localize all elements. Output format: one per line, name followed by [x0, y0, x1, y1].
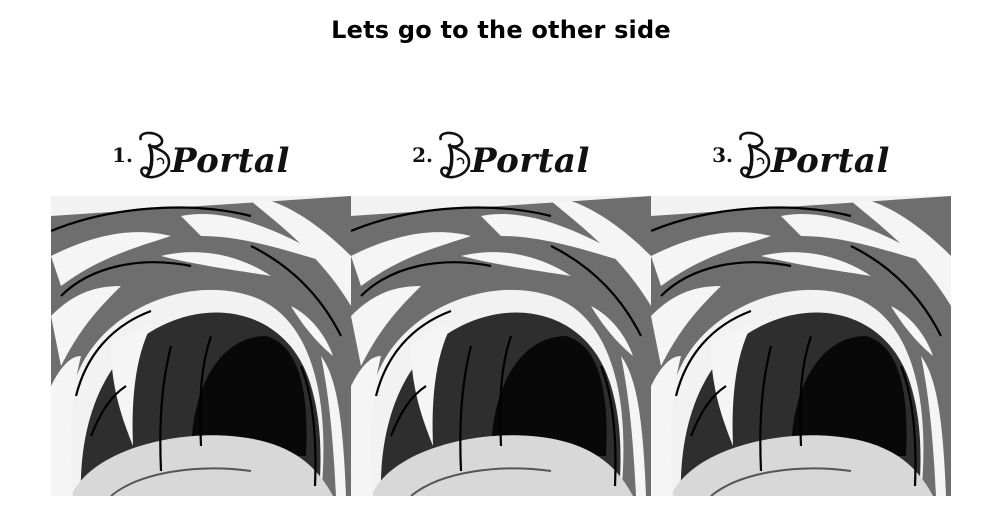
portal-number: 2. — [412, 143, 433, 167]
portal-label: Portal — [170, 141, 290, 181]
portal-card-3[interactable]: 3. Portal — [651, 130, 951, 496]
portal-heading: 2. Portal — [351, 130, 651, 194]
gothic-capital-ornament-icon — [735, 130, 779, 186]
cave-tunnel-image — [351, 196, 651, 496]
gothic-capital-ornament-icon — [135, 130, 179, 186]
gothic-capital-ornament-icon — [435, 130, 479, 186]
cave-tunnel-image — [51, 196, 351, 496]
page-title: Lets go to the other side — [331, 16, 671, 44]
portal-label: Portal — [470, 141, 590, 181]
portal-heading: 3. Portal — [651, 130, 951, 194]
portal-heading: 1. Portal — [51, 130, 351, 194]
cave-tunnel-image — [651, 196, 951, 496]
portal-card-1[interactable]: 1. Portal — [51, 130, 351, 496]
portal-number: 3. — [712, 143, 733, 167]
portal-card-2[interactable]: 2. Portal — [351, 130, 651, 496]
portal-label: Portal — [770, 141, 890, 181]
portal-number: 1. — [112, 143, 133, 167]
